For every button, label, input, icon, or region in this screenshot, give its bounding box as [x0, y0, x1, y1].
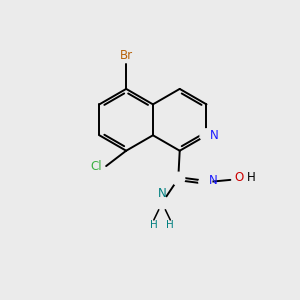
Text: Br: Br [120, 49, 133, 62]
Text: Cl: Cl [90, 160, 102, 172]
Circle shape [200, 129, 213, 142]
Text: H: H [247, 171, 256, 184]
Text: N: N [158, 188, 167, 200]
Text: O: O [234, 171, 243, 184]
Circle shape [199, 176, 212, 189]
Circle shape [156, 196, 169, 209]
Text: H: H [150, 220, 158, 230]
Circle shape [172, 172, 185, 185]
Text: H: H [167, 220, 174, 230]
Text: N: N [209, 174, 218, 187]
Text: N: N [210, 129, 219, 142]
